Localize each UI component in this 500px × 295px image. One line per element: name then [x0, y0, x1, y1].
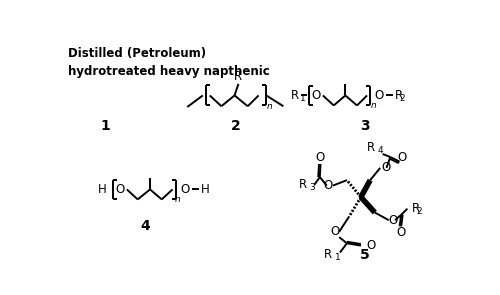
Text: R: R	[395, 89, 403, 102]
Text: n: n	[266, 102, 272, 111]
Text: 1: 1	[336, 253, 341, 263]
Text: O: O	[388, 214, 397, 227]
Text: O: O	[323, 179, 332, 192]
Text: 1: 1	[300, 94, 306, 103]
Text: R: R	[291, 89, 299, 102]
Text: n: n	[175, 195, 181, 204]
Text: O: O	[398, 150, 406, 163]
Text: R: R	[298, 178, 306, 191]
Text: R: R	[324, 248, 332, 261]
Text: O: O	[375, 89, 384, 102]
Text: 2: 2	[416, 207, 422, 216]
Text: n: n	[370, 101, 376, 110]
Text: H: H	[98, 183, 106, 196]
Text: 4: 4	[378, 146, 384, 155]
Text: 5: 5	[360, 248, 370, 262]
Text: O: O	[330, 225, 339, 238]
Text: 2: 2	[400, 94, 405, 103]
Text: R: R	[234, 71, 242, 83]
Text: 2: 2	[231, 119, 241, 133]
Text: 3: 3	[360, 119, 370, 133]
Text: H: H	[201, 183, 210, 196]
Text: 3: 3	[310, 183, 316, 192]
Text: O: O	[382, 161, 391, 174]
Text: O: O	[315, 151, 324, 164]
Text: O: O	[180, 183, 190, 196]
Text: O: O	[366, 239, 376, 252]
Text: 4: 4	[140, 219, 150, 233]
Text: 1: 1	[100, 119, 110, 133]
Text: R: R	[412, 202, 420, 215]
Text: Distilled (Petroleum)
hydrotreated heavy napthenic: Distilled (Petroleum) hydrotreated heavy…	[68, 47, 270, 78]
Text: O: O	[115, 183, 124, 196]
Text: O: O	[396, 226, 406, 239]
Text: R: R	[366, 141, 375, 154]
Text: O: O	[312, 89, 320, 102]
